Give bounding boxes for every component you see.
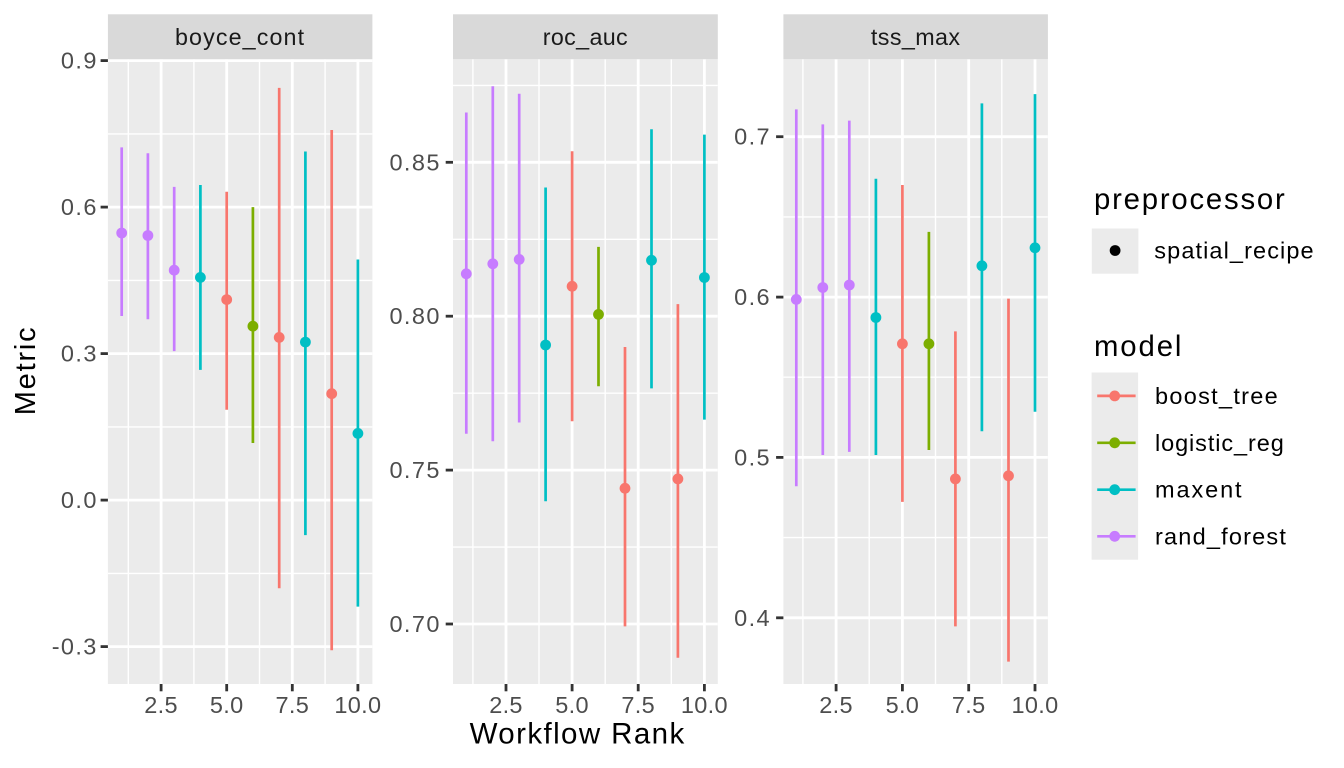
svg-text:5.0: 5.0 [210, 692, 244, 718]
svg-text:Metric: Metric [10, 326, 42, 416]
svg-text:Workflow Rank: Workflow Rank [470, 717, 686, 750]
svg-text:boyce_cont: boyce_cont [175, 24, 305, 50]
svg-text:7.5: 7.5 [276, 692, 310, 718]
svg-text:0.6: 0.6 [61, 194, 98, 220]
svg-text:0.6: 0.6 [734, 284, 771, 310]
svg-text:10.0: 10.0 [334, 692, 381, 718]
svg-text:roc_auc: roc_auc [543, 24, 628, 50]
svg-text:0.5: 0.5 [734, 444, 771, 470]
svg-text:model: model [1094, 330, 1183, 363]
svg-text:2.5: 2.5 [819, 692, 853, 718]
svg-text:rand_forest: rand_forest [1155, 523, 1287, 549]
svg-text:0.9: 0.9 [61, 48, 98, 74]
svg-text:5.0: 5.0 [555, 692, 589, 718]
svg-text:0.7: 0.7 [734, 124, 771, 150]
svg-text:-0.3: -0.3 [52, 634, 98, 660]
svg-text:7.5: 7.5 [621, 692, 655, 718]
svg-text:maxent: maxent [1155, 477, 1243, 503]
svg-text:10.0: 10.0 [681, 692, 728, 718]
svg-text:0.70: 0.70 [389, 611, 440, 637]
svg-text:0.75: 0.75 [389, 457, 440, 483]
svg-text:5.0: 5.0 [886, 692, 920, 718]
svg-text:boost_tree: boost_tree [1155, 383, 1279, 409]
svg-text:10.0: 10.0 [1012, 692, 1059, 718]
svg-text:0.0: 0.0 [61, 487, 98, 513]
svg-text:preprocessor: preprocessor [1094, 183, 1287, 216]
svg-text:tss_max: tss_max [871, 24, 961, 50]
svg-text:2.5: 2.5 [144, 692, 178, 718]
svg-text:0.80: 0.80 [389, 303, 440, 329]
svg-text:logistic_reg: logistic_reg [1155, 430, 1285, 456]
svg-text:2.5: 2.5 [489, 692, 523, 718]
svg-text:0.85: 0.85 [389, 149, 440, 175]
svg-text:7.5: 7.5 [952, 692, 986, 718]
svg-text:0.4: 0.4 [734, 605, 771, 631]
svg-text:spatial_recipe: spatial_recipe [1154, 238, 1314, 264]
svg-text:0.3: 0.3 [61, 341, 98, 367]
